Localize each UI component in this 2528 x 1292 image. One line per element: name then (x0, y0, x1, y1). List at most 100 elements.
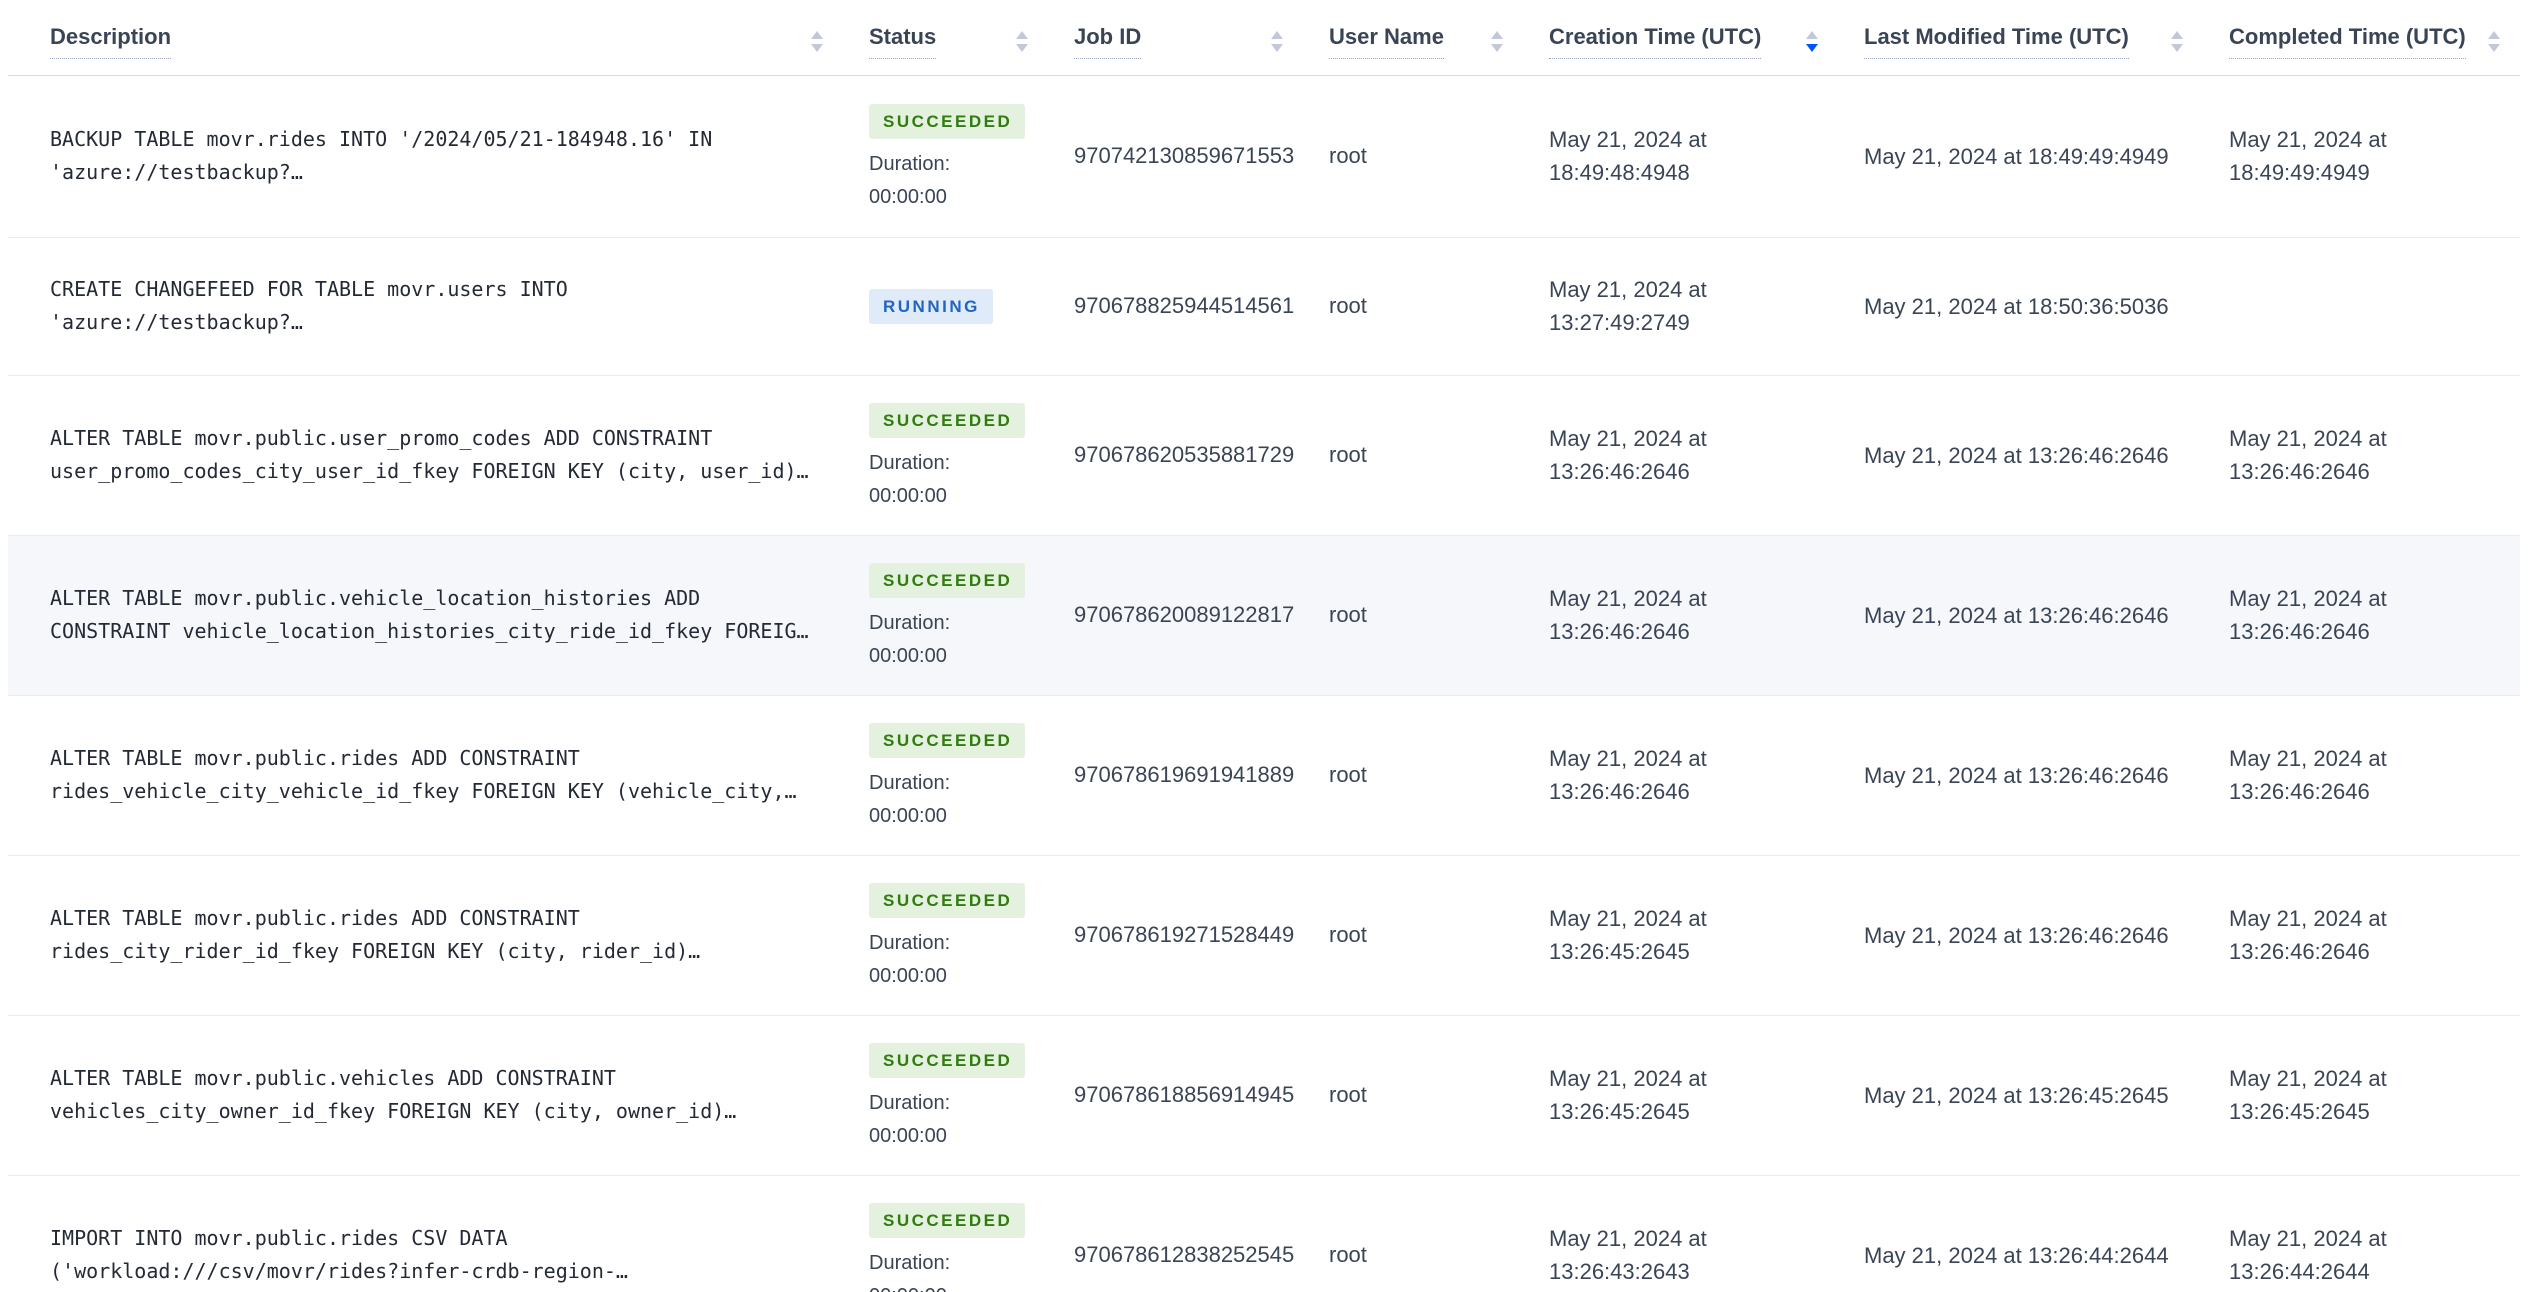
table-row[interactable]: BACKUP TABLE movr.rides INTO '/2024/05/2… (8, 75, 2520, 237)
column-header-description[interactable]: Description (8, 0, 843, 76)
creation-time: May 21, 2024 at 13:27:49:2749 (1523, 236, 1838, 375)
column-header-job-id[interactable]: Job ID (1048, 0, 1303, 76)
duration-block: Duration: 00:00:00 (869, 1092, 1048, 1148)
sort-icons[interactable] (1806, 30, 1818, 52)
user-name: root (1303, 374, 1523, 535)
duration-label: Duration: (869, 931, 951, 954)
sort-icons[interactable] (1016, 30, 1028, 52)
duration-label: Duration: (869, 611, 951, 634)
status-badge: RUNNING (869, 288, 993, 324)
job-description[interactable]: ALTER TABLE movr.public.vehicle_location… (50, 586, 809, 643)
job-id: 970678620535881729 (1048, 374, 1303, 535)
user-name: root (1303, 1174, 1523, 1292)
sort-asc-icon[interactable] (2488, 30, 2500, 39)
sort-icons[interactable] (2488, 30, 2500, 52)
sort-asc-icon[interactable] (1016, 30, 1028, 39)
status-badge: SUCCEEDED (869, 1042, 1026, 1078)
column-header-label[interactable]: Description (50, 24, 172, 59)
sort-asc-icon[interactable] (1271, 30, 1283, 39)
job-id: 970678825944514561 (1048, 236, 1303, 375)
sort-desc-icon[interactable] (2171, 43, 2183, 52)
column-header-user-name[interactable]: User Name (1303, 0, 1523, 76)
sort-icons[interactable] (811, 30, 823, 52)
creation-time: May 21, 2024 at 18:49:48:4948 (1549, 127, 1707, 185)
column-header-label[interactable]: Last Modified Time (UTC) (1864, 24, 2129, 59)
sort-desc-icon[interactable] (1271, 43, 1283, 52)
user-name: root (1303, 854, 1523, 1015)
table-row[interactable]: CREATE CHANGEFEED FOR TABLE movr.users I… (8, 236, 2520, 375)
sort-desc-icon[interactable] (811, 43, 823, 52)
table-row[interactable]: ALTER TABLE movr.public.vehicle_location… (8, 534, 2520, 695)
completed-time (2203, 236, 2520, 375)
user-name: root (1303, 1014, 1523, 1175)
creation-time: May 21, 2024 at 13:26:46:2646 (1523, 374, 1838, 535)
job-id: 970678612838252545 (1048, 1174, 1303, 1292)
column-header-label[interactable]: Job ID (1074, 24, 1142, 59)
sort-icons[interactable] (2171, 30, 2183, 52)
status-badge: SUCCEEDED (869, 103, 1026, 139)
duration-value: 00:00:00 (869, 964, 947, 987)
job-description[interactable]: BACKUP TABLE movr.rides INTO '/2024/05/2… (50, 127, 713, 184)
table-row[interactable]: ALTER TABLE movr.public.vehicles ADD CON… (8, 1014, 2520, 1175)
sort-icons[interactable] (1491, 30, 1503, 52)
sort-desc-icon[interactable] (1016, 43, 1028, 52)
last-modified-time: May 21, 2024 at 13:26:46:2646 (1838, 374, 2203, 535)
completed-time: May 21, 2024 at 13:26:44:2644 (2203, 1174, 2520, 1292)
completed-time: May 21, 2024 at 13:26:45:2645 (2203, 1014, 2520, 1175)
job-id: 970678619691941889 (1048, 694, 1303, 855)
creation-time: May 21, 2024 at 13:26:46:2646 (1523, 534, 1838, 695)
completed-time: May 21, 2024 at 13:26:46:2646 (2203, 534, 2520, 695)
completed-time: May 21, 2024 at 13:26:46:2646 (2203, 694, 2520, 855)
job-description[interactable]: CREATE CHANGEFEED FOR TABLE movr.users I… (50, 277, 568, 334)
user-name: root (1303, 236, 1523, 375)
sort-desc-icon[interactable] (1806, 43, 1818, 52)
jobs-table-header-row: Description Status Job ID User Name (8, 0, 2520, 76)
table-row[interactable]: ALTER TABLE movr.public.rides ADD CONSTR… (8, 854, 2520, 1015)
last-modified-time: May 21, 2024 at 13:26:46:2646 (1838, 694, 2203, 855)
job-id: 970742130859671553 (1074, 143, 1295, 168)
sort-asc-icon[interactable] (1806, 30, 1818, 39)
creation-time: May 21, 2024 at 13:26:46:2646 (1523, 694, 1838, 855)
column-header-status[interactable]: Status (843, 0, 1048, 76)
job-description[interactable]: IMPORT INTO movr.public.rides CSV DATA (… (50, 1226, 628, 1284)
job-description[interactable]: ALTER TABLE movr.public.rides ADD CONSTR… (50, 746, 797, 803)
duration-label: Duration: (869, 1251, 951, 1274)
user-name: root (1303, 694, 1523, 855)
duration-value: 00:00:00 (869, 804, 947, 827)
table-row[interactable]: IMPORT INTO movr.public.rides CSV DATA (… (8, 1174, 2520, 1292)
duration-value: 00:00:00 (869, 644, 947, 667)
column-header-creation-time-utc[interactable]: Creation Time (UTC) (1523, 0, 1838, 76)
column-header-label[interactable]: Creation Time (UTC) (1549, 24, 1762, 59)
duration-block: Duration: 00:00:00 (869, 772, 1048, 828)
column-header-last-modified-time-utc[interactable]: Last Modified Time (UTC) (1838, 0, 2203, 76)
creation-time: May 21, 2024 at 13:26:45:2645 (1523, 1014, 1838, 1175)
job-description[interactable]: ALTER TABLE movr.public.user_promo_codes… (50, 426, 809, 483)
jobs-table-body: BACKUP TABLE movr.rides INTO '/2024/05/2… (8, 75, 2520, 1292)
duration-label: Duration: (869, 451, 951, 474)
column-header-label[interactable]: User Name (1329, 24, 1444, 59)
sort-asc-icon[interactable] (2171, 30, 2183, 39)
status-badge: SUCCEEDED (869, 882, 1026, 918)
duration-value: 00:00:00 (869, 484, 947, 507)
job-description[interactable]: ALTER TABLE movr.public.vehicles ADD CON… (50, 1066, 737, 1123)
duration-value: 00:00:00 (869, 1285, 1048, 1292)
sort-desc-icon[interactable] (2488, 43, 2500, 52)
column-header-label[interactable]: Completed Time (UTC) (2229, 24, 2466, 59)
creation-time: May 21, 2024 at 13:26:45:2645 (1523, 854, 1838, 1015)
column-header-completed-time-utc[interactable]: Completed Time (UTC) (2203, 0, 2520, 76)
duration-block: Duration: 00:00:00 (869, 932, 1048, 988)
table-row[interactable]: ALTER TABLE movr.public.user_promo_codes… (8, 374, 2520, 535)
sort-asc-icon[interactable] (811, 30, 823, 39)
status-badge: SUCCEEDED (869, 1202, 1026, 1238)
sort-asc-icon[interactable] (1491, 30, 1503, 39)
duration-block: Duration: 00:00:00 (869, 612, 1048, 668)
job-description[interactable]: ALTER TABLE movr.public.rides ADD CONSTR… (50, 906, 701, 963)
duration-value: 00:00:00 (869, 185, 947, 208)
duration-label: Duration: (869, 152, 951, 175)
table-row[interactable]: ALTER TABLE movr.public.rides ADD CONSTR… (8, 694, 2520, 855)
sort-icons[interactable] (1271, 30, 1283, 52)
column-header-label[interactable]: Status (869, 24, 937, 59)
completed-time: May 21, 2024 at 13:26:46:2646 (2203, 374, 2520, 535)
sort-desc-icon[interactable] (1491, 43, 1503, 52)
duration-block: Duration: 00:00:00 (869, 153, 1048, 209)
